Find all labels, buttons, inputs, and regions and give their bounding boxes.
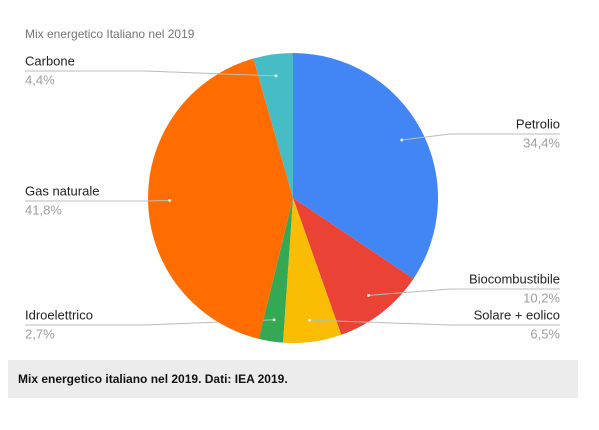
slice-value: 41,8% bbox=[25, 202, 62, 217]
leader-dot bbox=[400, 138, 404, 142]
leader-dot bbox=[367, 293, 371, 297]
slice-value: 10,2% bbox=[523, 290, 560, 305]
leader-line bbox=[401, 133, 560, 141]
pie-slice bbox=[253, 53, 293, 198]
slice-value: 4,4% bbox=[25, 72, 55, 87]
pie-slice bbox=[258, 198, 293, 343]
chart: Mix energetico Italiano nel 2019 Petroli… bbox=[25, 27, 560, 343]
slice-label: Gas naturale bbox=[25, 183, 99, 198]
slice-label: Idroelettrico bbox=[25, 307, 93, 322]
leader-dot bbox=[272, 318, 276, 322]
leader-line bbox=[309, 319, 560, 326]
pie-slice bbox=[293, 198, 414, 335]
pie-slice bbox=[293, 53, 438, 279]
pie-slice bbox=[282, 198, 342, 343]
leader-dot bbox=[168, 198, 172, 202]
slice-label: Solare + eolico bbox=[474, 307, 560, 322]
slice-label: Carbone bbox=[25, 53, 75, 68]
pie-slice bbox=[148, 58, 293, 339]
leader-line bbox=[368, 288, 560, 296]
caption: Mix energetico italiano nel 2019. Dati: … bbox=[8, 360, 578, 398]
slice-label: Biocombustibile bbox=[469, 271, 560, 286]
leader-dot bbox=[308, 318, 312, 322]
slice-value: 2,7% bbox=[25, 326, 55, 341]
slice-value: 34,4% bbox=[523, 135, 560, 150]
slice-label: Petrolio bbox=[516, 116, 560, 131]
leader-dot bbox=[274, 74, 278, 78]
leader-line bbox=[25, 199, 170, 202]
chart-title: Mix energetico Italiano nel 2019 bbox=[25, 27, 195, 41]
slice-value: 6,5% bbox=[530, 326, 560, 341]
leader-line bbox=[25, 70, 277, 77]
